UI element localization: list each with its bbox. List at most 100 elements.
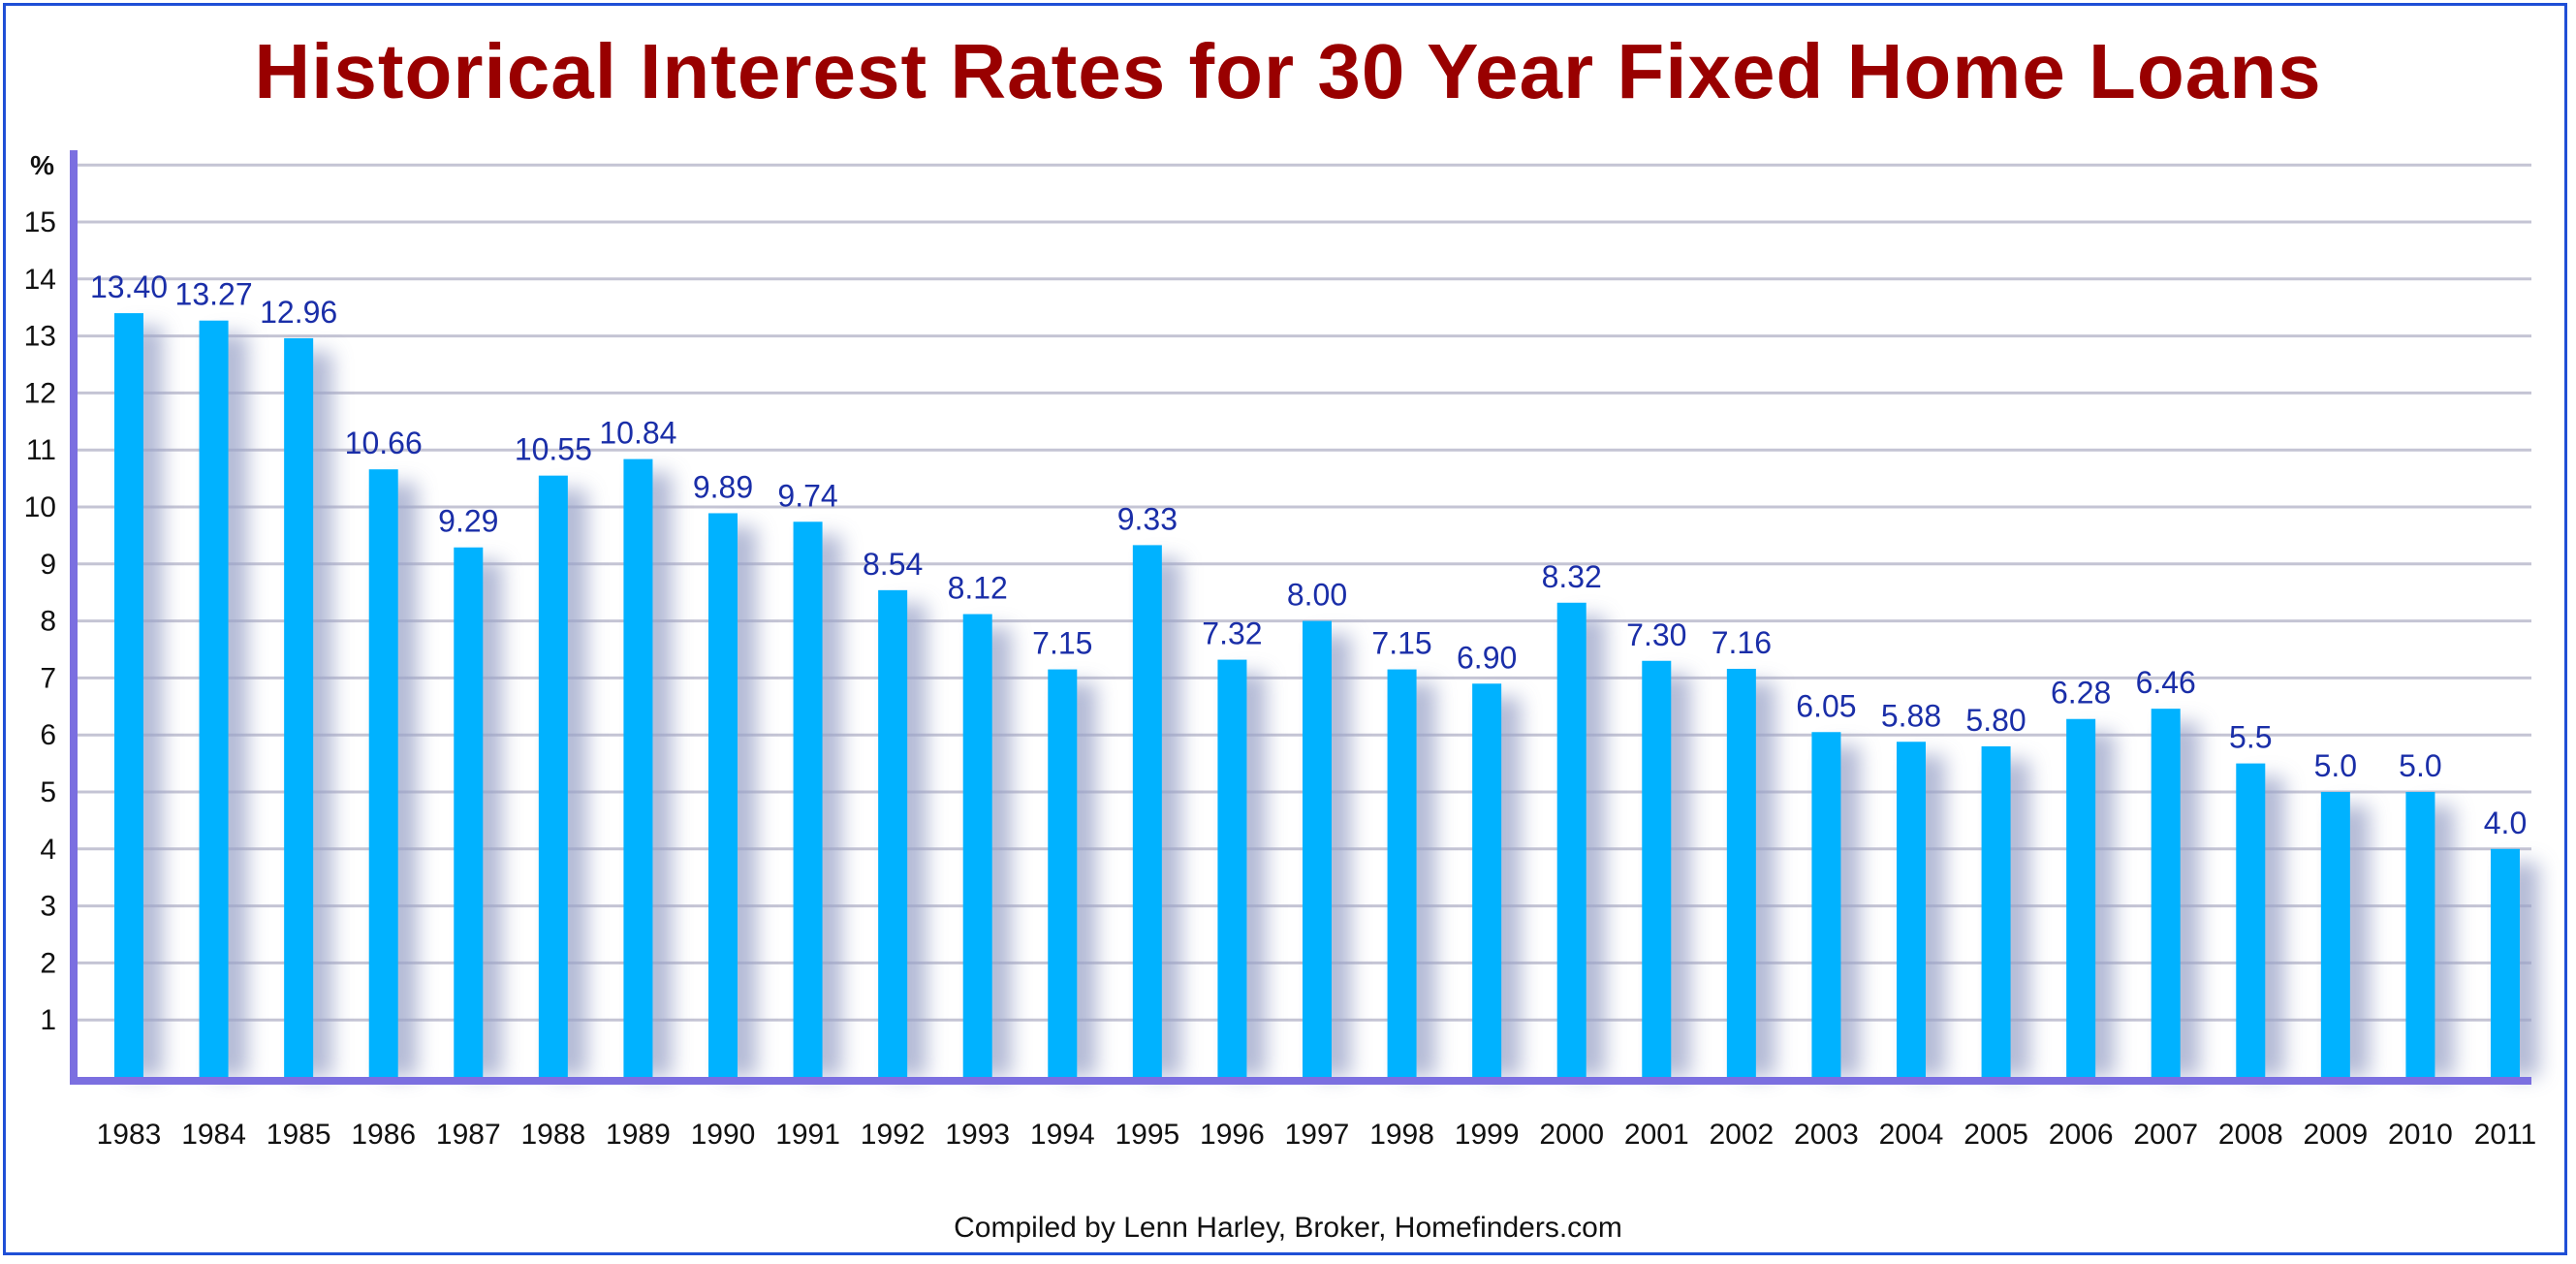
data-label: 9.89 xyxy=(693,469,753,504)
x-tick-label: 1999 xyxy=(1455,1119,1520,1151)
data-label: 6.05 xyxy=(1796,688,1856,723)
bar xyxy=(114,313,143,1078)
y-tick-label: 11 xyxy=(26,434,56,466)
bar xyxy=(708,513,738,1077)
data-label: 10.66 xyxy=(345,426,423,460)
data-label: 12.96 xyxy=(260,295,337,330)
x-tick-label: 1991 xyxy=(775,1119,840,1151)
x-tick-label: 2009 xyxy=(2303,1119,2368,1151)
bar xyxy=(2151,709,2181,1077)
y-tick-label: 5 xyxy=(40,776,56,808)
bar xyxy=(199,320,229,1077)
bar xyxy=(2491,848,2520,1077)
y-tick-label: 9 xyxy=(40,549,56,581)
data-label: 6.46 xyxy=(2136,665,2196,700)
chart-frame xyxy=(3,3,2567,1255)
data-label: 4.0 xyxy=(2484,806,2527,840)
bar xyxy=(2066,718,2096,1077)
x-tick-label: 1996 xyxy=(1200,1119,1265,1151)
bar xyxy=(878,589,908,1077)
x-tick-label: 1983 xyxy=(97,1119,162,1151)
bar xyxy=(623,458,653,1077)
x-tick-label: 2005 xyxy=(1963,1119,2028,1151)
data-label: 8.00 xyxy=(1287,578,1347,613)
data-label: 8.12 xyxy=(948,571,1008,606)
bar xyxy=(1726,668,1756,1077)
x-tick-label: 2010 xyxy=(2388,1119,2453,1151)
x-tick-label: 2011 xyxy=(2474,1119,2537,1151)
y-tick-label: 4 xyxy=(40,834,56,866)
y-tick-label: 7 xyxy=(40,662,56,694)
data-label: 5.0 xyxy=(2314,748,2357,783)
y-tick-label: 8 xyxy=(40,606,56,638)
x-tick-label: 1994 xyxy=(1030,1119,1095,1151)
bar xyxy=(962,614,992,1077)
bar xyxy=(793,521,823,1077)
y-tick-label: 1 xyxy=(40,1004,56,1036)
data-label: 13.40 xyxy=(90,269,168,304)
chart-credit: Compiled by Lenn Harley, Broker, Homefin… xyxy=(954,1212,1622,1244)
data-label: 10.55 xyxy=(515,432,592,467)
data-label: 8.54 xyxy=(863,547,923,582)
data-label: 7.32 xyxy=(1202,616,1262,651)
data-label: 5.0 xyxy=(2399,748,2441,783)
bar xyxy=(1217,659,1247,1077)
bar xyxy=(1981,745,2011,1077)
bar xyxy=(1556,602,1586,1077)
bar xyxy=(368,469,398,1077)
bar xyxy=(538,475,568,1077)
x-tick-label: 1988 xyxy=(520,1119,585,1151)
x-tick-label: 2003 xyxy=(1794,1119,1859,1151)
data-label: 9.33 xyxy=(1117,501,1178,536)
data-label: 6.28 xyxy=(2051,676,2111,711)
x-tick-label: 1995 xyxy=(1115,1119,1179,1151)
x-tick-label: 2004 xyxy=(1879,1119,1944,1151)
chart-title: Historical Interest Rates for 30 Year Fi… xyxy=(254,28,2322,114)
data-label: 13.27 xyxy=(175,277,253,312)
y-tick-label: 2 xyxy=(40,947,56,979)
y-tick-label: 6 xyxy=(40,719,56,751)
bar xyxy=(454,547,484,1077)
bar xyxy=(1387,669,1417,1077)
bar xyxy=(1897,742,1926,1077)
y-tick-label: 10 xyxy=(24,491,56,523)
x-tick-label: 2008 xyxy=(2218,1119,2283,1151)
x-tick-label: 2001 xyxy=(1624,1119,1689,1151)
bar xyxy=(2320,792,2350,1077)
x-tick-label: 1987 xyxy=(436,1119,501,1151)
x-tick-label: 2006 xyxy=(2049,1119,2114,1151)
data-label: 7.15 xyxy=(1032,626,1092,661)
data-label: 7.15 xyxy=(1371,626,1431,661)
data-label: 8.32 xyxy=(1542,559,1602,594)
y-tick-label: 12 xyxy=(24,377,56,409)
bar xyxy=(1048,669,1078,1077)
x-tick-label: 2007 xyxy=(2133,1119,2198,1151)
y-tick-label: 15 xyxy=(24,206,56,238)
bar xyxy=(284,337,314,1077)
y-tick-label: 13 xyxy=(24,321,56,353)
data-label: 5.80 xyxy=(1965,703,2026,738)
bar xyxy=(1811,732,1841,1077)
x-tick-label: 1992 xyxy=(861,1119,926,1151)
bar xyxy=(1472,683,1502,1077)
bar xyxy=(2236,763,2266,1077)
x-tick-label: 1993 xyxy=(945,1119,1010,1151)
y-axis-unit: % xyxy=(30,150,54,180)
bar xyxy=(2405,792,2435,1077)
data-label: 5.5 xyxy=(2229,720,2272,755)
bar xyxy=(1642,660,1672,1077)
x-tick-label: 2002 xyxy=(1709,1119,1774,1151)
x-tick-label: 2000 xyxy=(1539,1119,1604,1151)
x-tick-label: 1989 xyxy=(606,1119,671,1151)
x-tick-label: 1985 xyxy=(267,1119,331,1151)
y-tick-label: 14 xyxy=(24,264,56,296)
data-label: 7.16 xyxy=(1712,625,1772,660)
x-tick-label: 1998 xyxy=(1369,1119,1434,1151)
x-tick-label: 1997 xyxy=(1285,1119,1350,1151)
x-tick-label: 1984 xyxy=(181,1119,246,1151)
x-tick-label: 1990 xyxy=(691,1119,756,1151)
data-label: 5.88 xyxy=(1881,698,1941,733)
data-label: 9.29 xyxy=(438,504,498,539)
bar xyxy=(1303,620,1332,1077)
